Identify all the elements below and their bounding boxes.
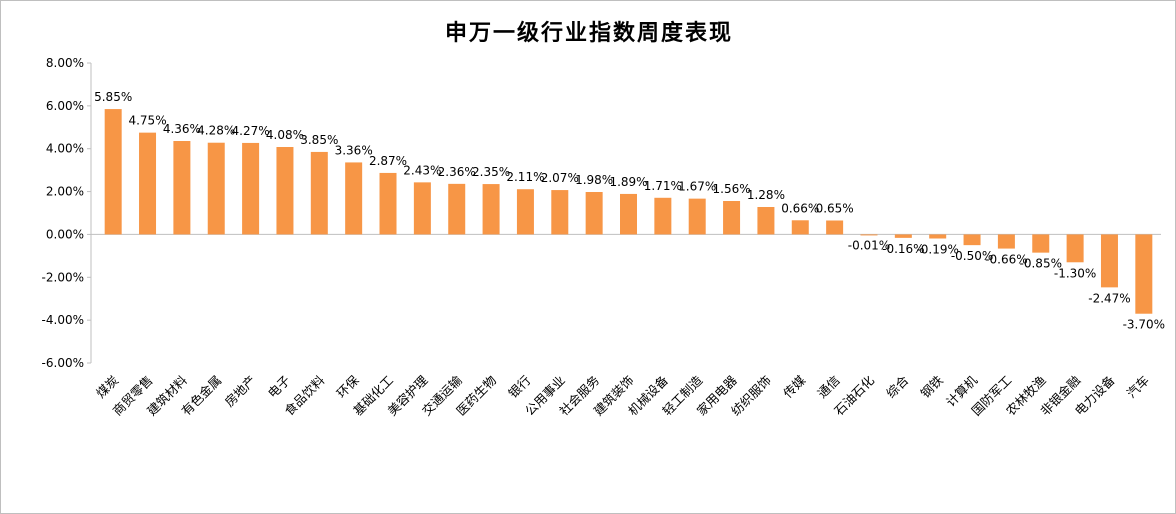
- bar: [963, 234, 981, 246]
- chart-title: 申万一级行业指数周度表现: [444, 21, 733, 46]
- bar: [1100, 234, 1118, 288]
- data-label: 3.36%: [335, 143, 373, 157]
- bar: [242, 142, 260, 235]
- bar: [757, 207, 775, 235]
- bar: [585, 192, 603, 235]
- data-label: -1.30%: [1054, 266, 1096, 280]
- data-label: -2.47%: [1088, 291, 1130, 305]
- x-tick-label: 房地产: [222, 373, 259, 410]
- y-tick-label: 8.00%: [46, 56, 84, 70]
- x-tick-label: 电子: [265, 373, 293, 401]
- x-tick-label: 传媒: [780, 372, 809, 401]
- x-tick-label: 通信: [814, 373, 842, 401]
- bar: [139, 132, 157, 235]
- bar: [688, 198, 706, 235]
- data-label: -0.19%: [916, 243, 958, 257]
- bar: [826, 220, 844, 235]
- data-label: -0.16%: [882, 242, 924, 256]
- bar: [104, 109, 122, 235]
- data-label: 1.56%: [713, 182, 751, 196]
- data-label: 4.27%: [232, 124, 270, 138]
- y-tick-label: 2.00%: [46, 185, 84, 199]
- x-tick-label: 煤炭: [93, 373, 121, 401]
- data-label: 4.28%: [197, 124, 235, 138]
- data-label: 2.87%: [369, 154, 407, 168]
- data-label: 2.43%: [403, 163, 441, 177]
- data-label: -0.50%: [951, 249, 993, 263]
- bar: [482, 184, 500, 235]
- data-label: 0.65%: [816, 202, 854, 216]
- y-tick-label: 4.00%: [46, 142, 84, 156]
- data-label: 2.11%: [506, 170, 544, 184]
- bar: [929, 234, 947, 239]
- bar: [379, 172, 397, 235]
- data-label: 5.85%: [94, 90, 132, 104]
- data-label: 4.75%: [128, 114, 166, 128]
- bar: [1032, 234, 1050, 253]
- y-axis: 8.00% 6.00% 4.00% 2.00% 0.00% -2.00% -4.00% -6.…: [42, 56, 1161, 370]
- data-label: 2.35%: [472, 165, 510, 179]
- y-tick-label: 0.00%: [46, 227, 84, 241]
- bar: [654, 197, 672, 235]
- bar: [1066, 234, 1084, 263]
- bar: [345, 162, 363, 235]
- bar: [310, 151, 328, 235]
- bar: [791, 220, 809, 235]
- x-tick-label: 钢铁: [918, 372, 947, 401]
- data-label: 0.66%: [781, 201, 819, 215]
- bar: [207, 142, 225, 235]
- bar: [894, 234, 912, 238]
- y-tick-label: -4.00%: [42, 313, 84, 327]
- y-tick-label: -6.00%: [42, 356, 84, 370]
- bar: [448, 183, 466, 235]
- data-label: 4.08%: [266, 128, 304, 142]
- data-label: 1.71%: [644, 179, 682, 193]
- bar: [413, 182, 431, 235]
- data-label: 1.67%: [678, 180, 716, 194]
- data-labels: 5.85% 4.75%4.36%4.28%4.27%4.08%3.85%3.36%…: [94, 90, 1165, 332]
- x-tick-label: 综合: [883, 372, 912, 401]
- data-label: 1.28%: [747, 188, 785, 202]
- bar: [516, 189, 534, 235]
- bars: [104, 109, 1153, 314]
- data-label: 2.07%: [541, 171, 579, 185]
- bar: [1135, 234, 1153, 314]
- data-label: 4.36%: [163, 122, 201, 136]
- bar: [723, 201, 741, 235]
- data-label: 3.85%: [300, 133, 338, 147]
- bar: [276, 147, 294, 235]
- x-tick-label: 环保: [333, 372, 362, 401]
- x-tick-label: 汽车: [1124, 373, 1152, 401]
- bar: [620, 193, 637, 235]
- y-tick-label: 6.00%: [46, 99, 84, 113]
- data-label: -0.66%: [985, 253, 1027, 267]
- data-label: 2.36%: [438, 165, 476, 179]
- bar: [173, 141, 191, 235]
- bar: [860, 234, 878, 236]
- data-label: 1.89%: [609, 175, 647, 189]
- data-label: -0.01%: [848, 239, 890, 253]
- bar: [997, 234, 1015, 249]
- x-tick-label: 银行: [505, 373, 533, 401]
- data-label: -0.85%: [1020, 257, 1062, 271]
- data-label: -3.70%: [1123, 318, 1165, 332]
- data-label: 1.98%: [575, 173, 613, 187]
- bar: [551, 190, 569, 235]
- y-tick-label: -2.00%: [42, 270, 84, 284]
